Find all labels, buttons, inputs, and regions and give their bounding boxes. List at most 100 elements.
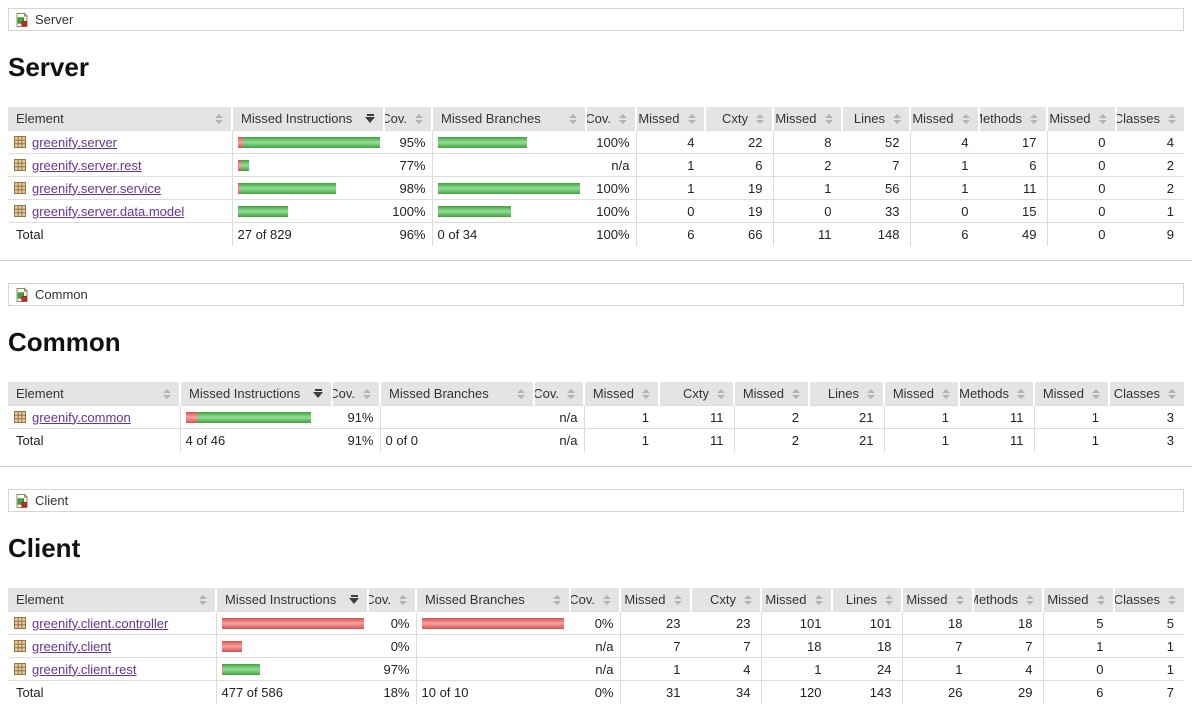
bar-covered-segment [242, 136, 380, 148]
column-header-methods[interactable]: Methods [971, 588, 1043, 612]
column-header-cov[interactable]: Cov. [383, 107, 432, 131]
column-header-classes[interactable]: Classes [1114, 107, 1184, 131]
package-link[interactable]: greenify.common [32, 409, 131, 425]
column-header-label: Methods [980, 111, 1022, 126]
column-header-classes[interactable]: Classes [1108, 382, 1184, 406]
column-header-cov[interactable]: Cov. [569, 588, 620, 612]
package-link[interactable]: greenify.server.rest [32, 157, 142, 173]
stat-cell: 0 [635, 199, 705, 223]
instruction-coverage-value: 0% [368, 634, 416, 658]
sort-both-icon [1098, 113, 1107, 124]
table-row: greenify.server.service 98% 100% 1 19 1 56 1 11 0… [8, 176, 1184, 200]
column-header-lines[interactable]: Lines [808, 382, 884, 406]
stat-cell: 33 [841, 199, 910, 223]
stat-cell: 7 [841, 153, 910, 177]
package-link[interactable]: greenify.server [32, 134, 118, 150]
page-title: Client [8, 533, 81, 563]
column-header-cxty[interactable]: Cxty [658, 382, 734, 406]
package-icon [14, 205, 26, 217]
column-header-lines[interactable]: Lines [840, 107, 910, 131]
column-header-missed[interactable]: Missed [583, 382, 659, 406]
column-header-missed[interactable]: Missed [733, 382, 809, 406]
package-link[interactable]: greenify.server.data.model [32, 203, 185, 219]
table-row: greenify.client 0% n/a 7 7 18 18 7 7 1 1 [8, 634, 1184, 658]
package-link[interactable]: greenify.client [32, 638, 112, 654]
coverage-bar [237, 182, 381, 194]
column-header-label: Cov. [570, 592, 595, 607]
stat-cell: 1 [901, 657, 973, 681]
column-header-cov[interactable]: Cov. [367, 588, 416, 612]
stat-cell: 11 [959, 405, 1034, 429]
column-header-label: Cov. [534, 386, 559, 401]
column-header-methods[interactable]: Methods [977, 107, 1047, 131]
column-header-element[interactable]: Element [8, 107, 232, 131]
stat-cell: 101 [760, 611, 832, 635]
column-header-label: Missed [742, 386, 784, 401]
package-link[interactable]: greenify.client.controller [32, 615, 169, 631]
column-header-label: Element [16, 592, 64, 607]
column-header-missed[interactable]: Missed [619, 588, 691, 612]
column-header-missed[interactable]: Missed [1033, 382, 1109, 406]
package-link[interactable]: greenify.client.rest [32, 661, 137, 677]
stat-cell: 3 [1109, 405, 1184, 429]
column-header-missed[interactable]: Missed [883, 382, 959, 406]
column-header-missed[interactable]: Missed [1046, 107, 1116, 131]
column-header-missed[interactable]: Missed [760, 588, 832, 612]
stat-cell: 2 [1115, 153, 1184, 177]
stat-cell: 21 [809, 405, 884, 429]
column-header-label: Missed Branches [389, 386, 489, 401]
column-header-label: Missed [624, 592, 666, 607]
total-branch-coverage: 0% [570, 680, 620, 704]
column-header-element[interactable]: Element [8, 588, 216, 612]
column-header-label: Classes [1113, 386, 1160, 401]
total-stat-cell: 120 [760, 680, 832, 704]
column-header-missed-branches[interactable]: Missed Branches [379, 382, 534, 406]
column-header-missed[interactable]: Missed [772, 107, 842, 131]
column-header-missed-branches[interactable]: Missed Branches [431, 107, 586, 131]
column-header-missed[interactable]: Missed [1042, 588, 1114, 612]
column-header-classes[interactable]: Classes [1112, 588, 1184, 612]
column-header-missed-branches[interactable]: Missed Branches [415, 588, 570, 612]
coverage-bar [421, 617, 567, 629]
column-header-element[interactable]: Element [8, 382, 180, 406]
column-header-missed[interactable]: Missed [909, 107, 979, 131]
column-header-cxty[interactable]: Cxty [689, 588, 761, 612]
branch-coverage-value: 0% [570, 611, 620, 635]
column-header-label: Missed [638, 111, 680, 126]
stat-cell: 0 [1046, 176, 1116, 200]
column-header-label: Missed [912, 111, 954, 126]
table-row: greenify.common 91% n/a 1 11 2 21 1 11 1 3 [8, 405, 1184, 429]
column-header-missed-instructions[interactable]: Missed Instructions [231, 107, 384, 131]
column-header-cov[interactable]: Cov. [533, 382, 584, 406]
stat-cell: 7 [619, 634, 691, 658]
stat-cell: 1 [1113, 634, 1184, 658]
stat-cell: 18 [972, 611, 1043, 635]
column-header-methods[interactable]: Methods [958, 382, 1034, 406]
bar-covered-segment [437, 205, 511, 217]
column-header-missed[interactable]: Missed [635, 107, 705, 131]
column-header-label: Missed [1049, 111, 1091, 126]
column-header-missed-instructions[interactable]: Missed Instructions [215, 588, 368, 612]
coverage-bar [437, 182, 583, 194]
column-header-missed-instructions[interactable]: Missed Instructions [179, 382, 332, 406]
column-header-cov[interactable]: Cov. [331, 382, 380, 406]
stat-cell: 4 [909, 130, 979, 154]
total-stat-cell: 1 [883, 428, 959, 452]
total-stat-cell: 49 [978, 222, 1047, 246]
coverage-bar [422, 664, 567, 675]
column-header-cxty[interactable]: Cxty [703, 107, 773, 131]
column-header-cov[interactable]: Cov. [585, 107, 636, 131]
total-missed-branches: 0 of 0 [379, 428, 534, 452]
column-header-lines[interactable]: Lines [830, 588, 902, 612]
header-row: Element Missed Instructions Cov. Missed Bra… [8, 382, 1184, 406]
stat-cell: 4 [690, 657, 761, 681]
bar-missed-segment [237, 136, 243, 148]
stat-cell: 23 [619, 611, 691, 635]
stat-cell: 17 [978, 130, 1047, 154]
column-header-missed[interactable]: Missed [901, 588, 973, 612]
instruction-coverage-value: 91% [332, 405, 380, 429]
package-link[interactable]: greenify.server.service [32, 180, 162, 196]
branch-coverage-value: n/a [570, 634, 620, 658]
sort-desc-icon [349, 595, 359, 604]
